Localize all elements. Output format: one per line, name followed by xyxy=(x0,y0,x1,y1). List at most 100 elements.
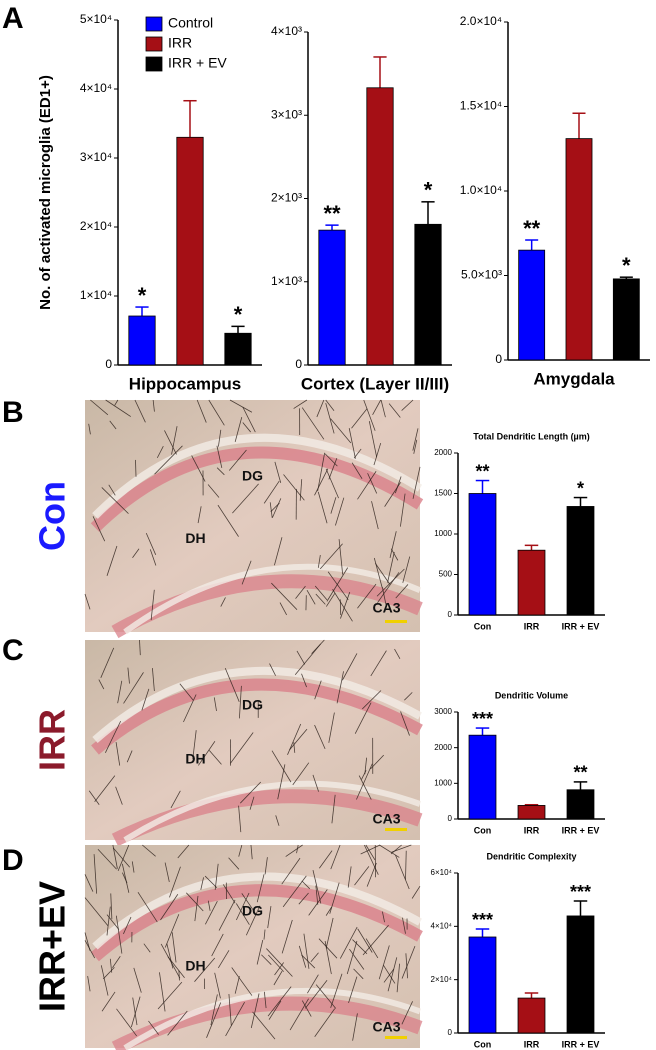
neuron-process xyxy=(235,892,250,921)
neuron-process xyxy=(349,948,365,970)
y-tick-label: 0 xyxy=(448,1028,453,1037)
region-label: CA3 xyxy=(372,811,400,827)
neuron-process xyxy=(105,399,131,417)
bar xyxy=(128,315,156,366)
neuron-process xyxy=(141,688,150,711)
y-tick-label: 3×10³ xyxy=(271,107,302,121)
neuron-process xyxy=(306,589,316,605)
neuron-process xyxy=(220,597,226,607)
neuron-process xyxy=(367,473,378,494)
neuron-process xyxy=(352,939,368,955)
neuron-process xyxy=(279,602,287,616)
chart-title: Total Dendritic Length (µm) xyxy=(473,431,590,441)
y-tick-label: 2×10³ xyxy=(271,191,302,205)
region-label: DG xyxy=(242,467,263,483)
neuron-process xyxy=(274,461,282,483)
neuron-process xyxy=(303,933,310,969)
granule-layer xyxy=(91,678,423,755)
neuron-process xyxy=(317,554,321,568)
neuron-process xyxy=(139,639,141,656)
granule-layer xyxy=(91,884,423,962)
neuron-process xyxy=(339,926,358,959)
bar xyxy=(468,734,497,820)
bar xyxy=(366,87,394,366)
y-tick-label: 1×10⁴ xyxy=(80,288,112,302)
significance: ** xyxy=(523,216,541,241)
neuron-process xyxy=(164,862,170,883)
neuron-process xyxy=(115,786,123,805)
y-tick-label: 2000 xyxy=(434,448,452,457)
bar xyxy=(517,549,546,616)
hilus-border xyxy=(123,563,422,635)
neuron-process xyxy=(239,685,242,719)
neuron-process xyxy=(214,863,219,890)
neuron-process xyxy=(390,844,402,855)
neuron-process xyxy=(183,694,197,723)
condition-label: IRR+EV xyxy=(32,881,73,1012)
neuron-process xyxy=(210,994,218,1026)
neuron-process xyxy=(218,429,222,447)
y-tick-label: 3000 xyxy=(434,707,452,716)
neuron-process xyxy=(106,545,118,576)
neuron-process xyxy=(234,976,240,994)
neuron-process xyxy=(234,416,243,442)
neuron-process xyxy=(304,979,328,1009)
neuron-process xyxy=(362,924,389,956)
neuron-process xyxy=(270,502,280,512)
neuron-process xyxy=(179,683,194,701)
neuron-process xyxy=(232,483,259,514)
neuron-process xyxy=(256,874,265,903)
panel-letter: A xyxy=(2,2,24,35)
neuron-process xyxy=(354,702,372,734)
neuron-process xyxy=(84,897,109,927)
neuron-process xyxy=(347,866,352,888)
neuron-process xyxy=(331,794,336,824)
neuron-process xyxy=(352,1013,358,1041)
region-label: DG xyxy=(242,903,263,919)
neuron-process xyxy=(88,423,91,435)
legend-swatch xyxy=(145,56,163,72)
x-tick-label: Con xyxy=(474,1039,492,1049)
neuron-process xyxy=(230,732,254,764)
neuron-process xyxy=(132,548,140,558)
neuron-process xyxy=(218,899,236,931)
neuron-process xyxy=(192,730,197,760)
significance: *** xyxy=(472,910,493,930)
bar xyxy=(566,789,595,820)
significance: ** xyxy=(573,763,587,783)
region-label: CA3 xyxy=(372,1018,400,1034)
neuron-process xyxy=(164,914,180,948)
neuron-process xyxy=(264,857,268,875)
neuron-process xyxy=(325,399,335,412)
neuron-process xyxy=(225,1001,245,1037)
neuron-process xyxy=(362,690,382,710)
neuron-process xyxy=(110,893,113,920)
neuron-process xyxy=(269,502,273,519)
neuron-process xyxy=(137,891,158,923)
neuron-process xyxy=(405,953,409,979)
neuron-process xyxy=(108,484,116,496)
neuron-process xyxy=(109,420,117,430)
neuron-process xyxy=(194,957,216,982)
y-axis-label: No. of activated microglia (ED1+) xyxy=(37,75,54,310)
neuron-process xyxy=(194,895,199,922)
neuron-process xyxy=(380,399,386,418)
neuron-process xyxy=(360,844,381,855)
neuron-process xyxy=(281,919,293,954)
neuron-process xyxy=(319,543,343,570)
neuron-process xyxy=(271,750,292,783)
neuron-process xyxy=(273,970,283,986)
neuron-process xyxy=(328,712,335,743)
neuron-process xyxy=(298,892,309,905)
neuron-process xyxy=(289,998,309,1031)
neuron-process xyxy=(101,991,116,1012)
neuron-process xyxy=(400,711,410,736)
neuron-process xyxy=(346,940,358,975)
x-tick-label: IRR xyxy=(524,1039,540,1049)
neuron-process xyxy=(166,943,174,969)
chart-title: Dendritic Volume xyxy=(495,690,568,700)
y-tick-label: 500 xyxy=(439,570,453,579)
y-tick-label: 4×10⁴ xyxy=(431,921,453,930)
neuron-process xyxy=(93,854,98,894)
condition-label: IRR xyxy=(32,709,73,771)
